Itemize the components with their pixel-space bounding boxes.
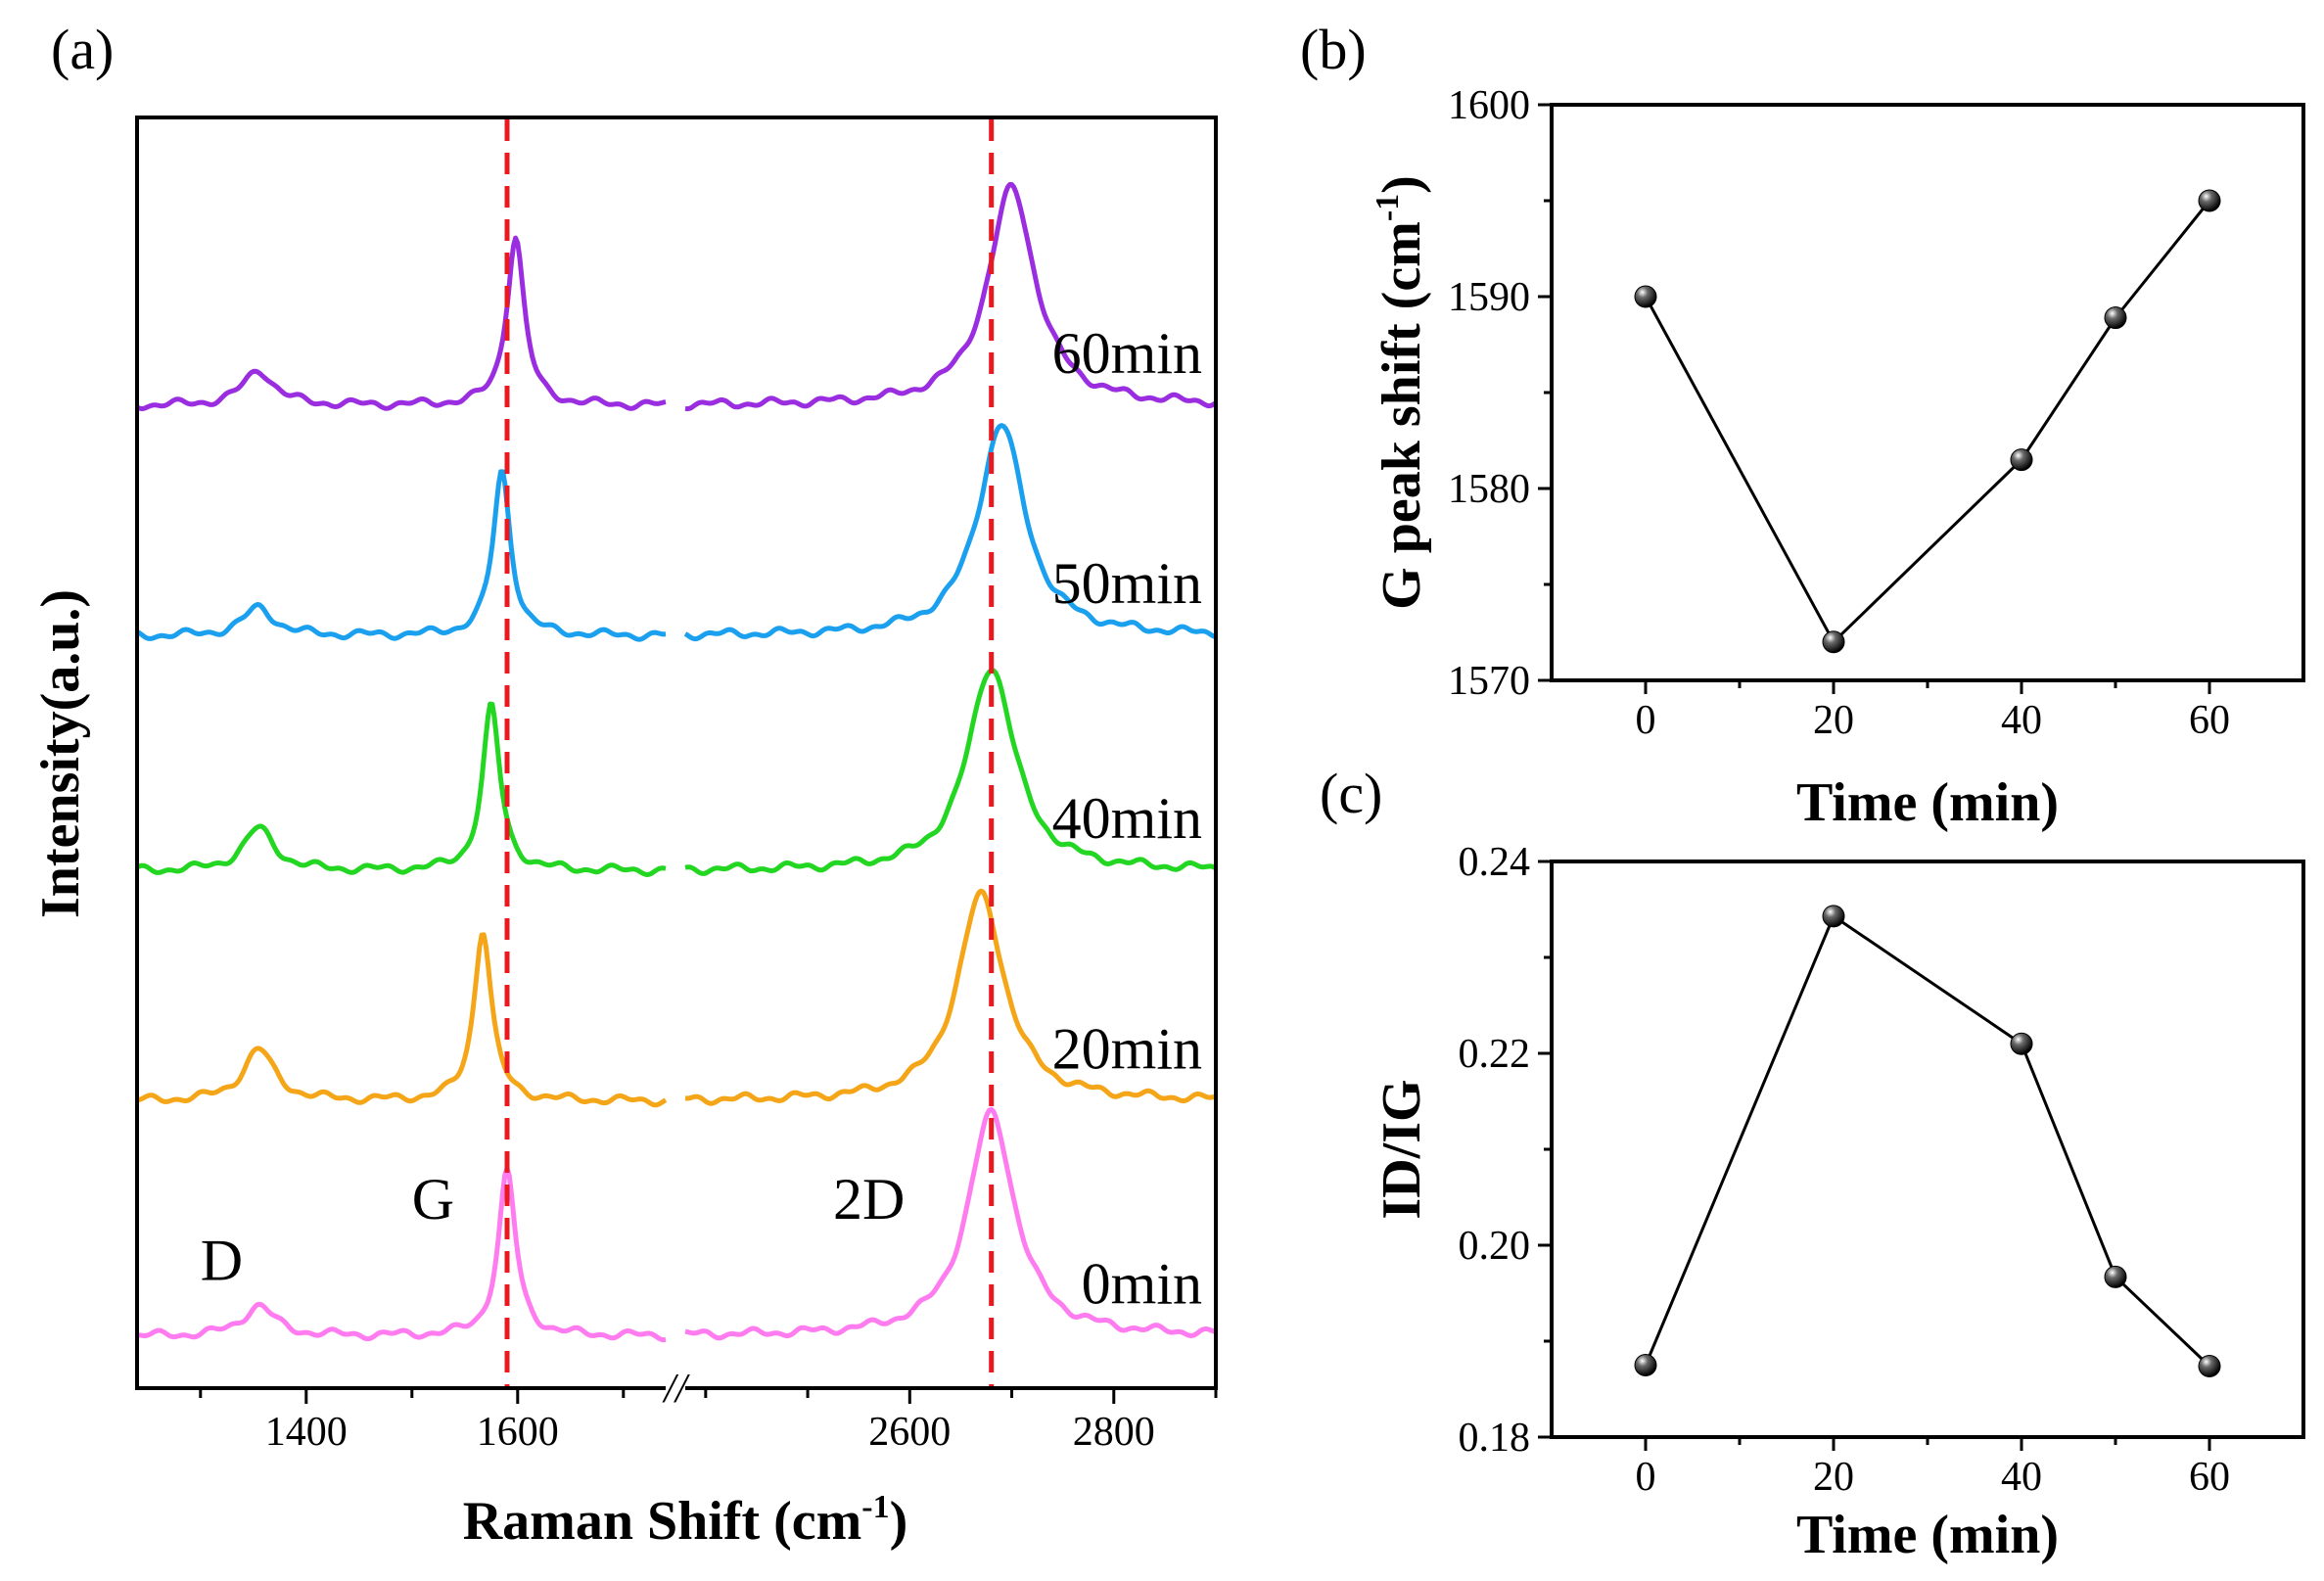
panel-a-xlabel-tail: ) [890,1491,908,1552]
panel-c-label: (c) [1320,762,1382,825]
panel-c-plot [1634,905,2221,1377]
panel-c-xlabel: Time (min) [1796,1505,2059,1565]
panel-1-xtick-label-20: 20 [1813,698,1854,743]
spectrum-40min-seg1 [135,701,667,877]
spectrum-0min-seg1 [136,1166,667,1343]
panel-a-xlabel-main: Raman Shift (cm [463,1491,862,1552]
series-label-20min: 20min [1052,1016,1202,1081]
spectrum-50min-seg1 [135,469,667,642]
spectrum-50min-seg2 [683,423,1217,642]
panel-1-ytick-label-1: 1580 [1448,467,1530,512]
spectrum-40min-seg2 [684,668,1218,876]
a-xtick-label-2800: 2800 [1073,1410,1155,1455]
panel-c-ticks: 0 20 40 60 0.18 0.20 0.22 0.24 [1459,840,2231,1500]
panel-1-point-0 [1634,285,1657,308]
panel-1-ytick-label-2: 1590 [1448,275,1530,320]
panel-1-point-2 [2010,448,2033,472]
panel-b-label: (b) [1300,18,1367,81]
a-xtick-label-1600: 1600 [477,1410,559,1455]
panel-1-point-3 [2104,306,2127,330]
series-label-0min: 0min [1082,1251,1202,1316]
panel-a-ticks: 1400 1600 2600 2800 // [199,1367,1218,1455]
panel-2-ytick-label-2: 0.22 [1459,1032,1531,1077]
panel-2-series-line [1644,913,2211,1368]
panel-b-plot [1634,189,2221,654]
a-xtick-label-2600: 2600 [868,1410,951,1455]
panel-a-label: (a) [51,18,114,81]
panel-2-point-2 [2010,1032,2033,1055]
a-xtick-label-1400: 1400 [265,1410,348,1455]
panel-a-xlabel: Raman Shift (cm-1) [463,1489,908,1552]
series-label-50min: 50min [1052,551,1202,616]
panel-b-frame [1550,103,2305,682]
peak-label-G: G [412,1167,454,1232]
panel-1-series-line [1644,200,2211,645]
peak-label-2D: 2D [833,1167,905,1232]
panel-2-ytick-label-3: 0.24 [1459,840,1531,885]
panel-1-xtick-label-60: 60 [2189,698,2230,743]
panel-b-ylabel: G peak shift (cm-1) [1370,175,1432,610]
panel-2-point-1 [1822,905,1845,928]
spectrum-20min-seg1 [136,932,668,1108]
panel-2-point-3 [2104,1265,2127,1288]
panel-1-xtick-label-0: 0 [1636,698,1656,743]
panel-a-xlabel-sup: -1 [861,1489,889,1525]
panel-2-point-0 [1634,1354,1657,1376]
panel-2-xtick-label-40: 40 [2001,1455,2042,1500]
panel-1-point-1 [1822,630,1845,654]
panel-c-ylabel: ID/IG [1371,1079,1432,1219]
panel-b-ylabel-tail: ) [1371,175,1432,194]
panel-1-ytick-label-3: 1600 [1448,83,1530,128]
panel-1-ytick-label-0: 1570 [1448,659,1530,704]
panel-2-ytick-label-0: 0.18 [1459,1416,1531,1461]
panel-b-xlabel: Time (min) [1796,772,2059,833]
panel-c-frame [1550,860,2305,1439]
spectrum-20min-seg2 [684,888,1217,1106]
spectrum-60min-seg2 [684,182,1218,412]
panel-2-xtick-label-0: 0 [1636,1455,1656,1500]
axis-break-gap [667,137,684,1380]
panel-b-ylabel-sup: -1 [1370,194,1406,221]
panel-2-ytick-label-1: 0.20 [1459,1224,1531,1269]
spectrum-60min-seg1 [135,235,667,411]
panel-a: (a) 0min 20min 40min 50min 60min D G 2D 1400 160… [30,18,1218,1552]
panel-b: (b) 0 20 40 60 1570 1580 1590 1600 Time (min) G… [1300,18,2305,833]
panel-a-ylabel: Intensity(a.u.) [30,589,91,918]
panel-1-xtick-label-40: 40 [2001,698,2042,743]
peak-label-D: D [201,1228,243,1292]
axis-break-mark: // [662,1367,690,1412]
panel-a-plot: 0min 20min 40min 50min 60min D G 2D [135,119,1218,1386]
series-label-60min: 60min [1052,321,1202,386]
series-label-40min: 40min [1052,786,1202,851]
panel-1-point-4 [2198,189,2221,212]
panel-c: (c) 0 20 40 60 0.18 0.20 0.22 0.24 Time (min) I… [1320,762,2305,1565]
axis-break-cover [666,1380,685,1396]
spectrum-0min-seg2 [684,1106,1217,1341]
panel-b-ylabel-main: G peak shift (cm [1371,221,1432,610]
panel-2-xtick-label-20: 20 [1813,1455,1854,1500]
panel-b-ticks: 0 20 40 60 1570 1580 1590 1600 [1448,83,2230,743]
panel-2-point-4 [2198,1354,2221,1377]
panel-2-xtick-label-60: 60 [2189,1455,2230,1500]
